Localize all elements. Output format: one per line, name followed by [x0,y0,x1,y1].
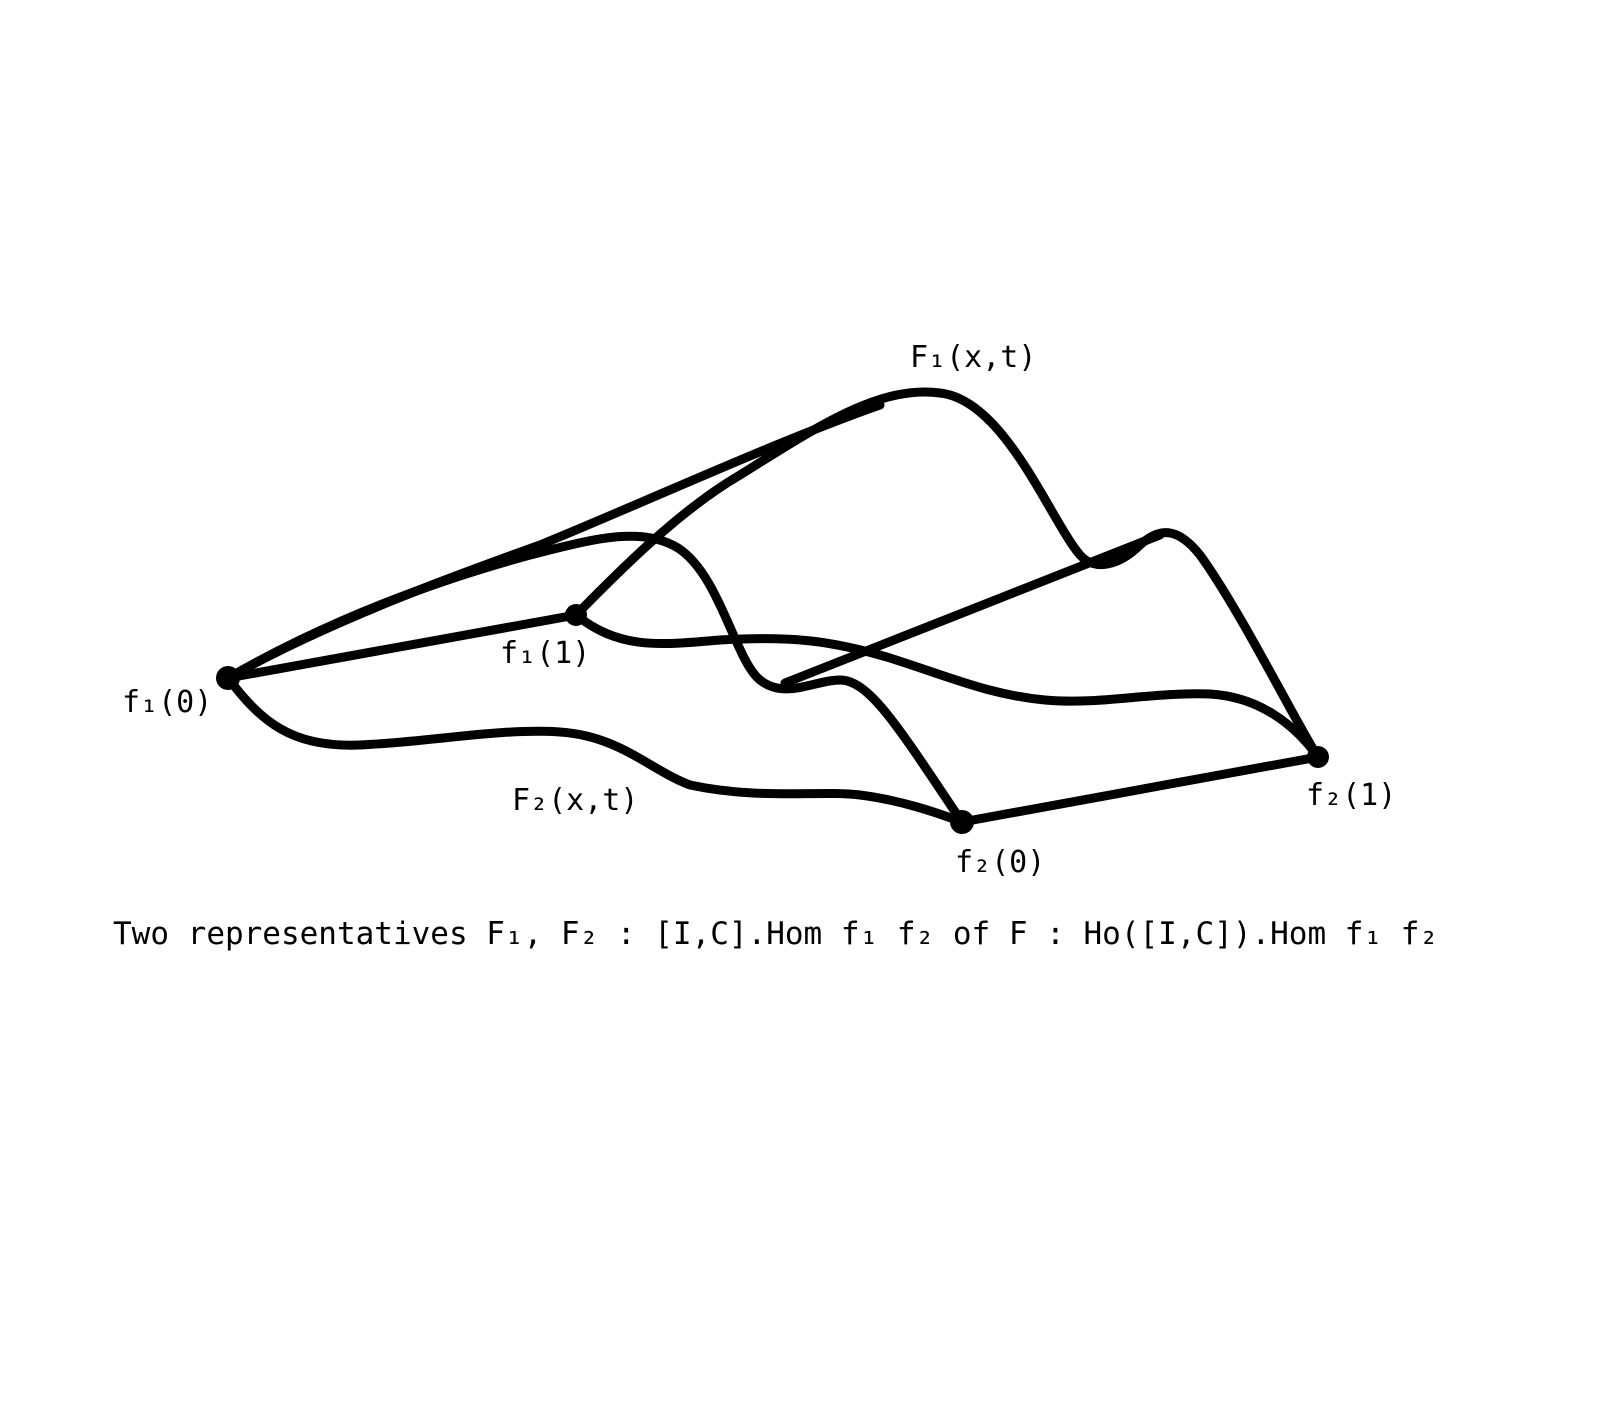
caption: Two representatives F₁, F₂ : [I,C].Hom f… [113,916,1438,952]
path-f1 [223,610,581,683]
label-f1-0: f₁(0) [122,685,212,720]
label-f1-1: f₁(1) [500,636,590,671]
vertex-f1-1 [565,604,587,626]
F2-arc-lower [223,673,967,827]
path-f2 [957,752,1323,827]
label-f2-0: f₂(0) [955,845,1045,880]
label-F2: F₂(x,t) [512,783,638,818]
F2-arc-straight [780,530,1165,688]
F2-arc-upper [223,531,967,827]
F1-arc-from-f1-1 [571,387,1323,762]
vertex-f2-0 [950,810,974,834]
label-f2-1: f₂(1) [1306,778,1396,813]
vertex-f1-0 [216,666,240,690]
label-F1: F₁(x,t) [910,340,1036,375]
vertex-f2-1 [1307,746,1329,768]
F1-arc-f1-1-to-f2-1 [571,610,1323,762]
